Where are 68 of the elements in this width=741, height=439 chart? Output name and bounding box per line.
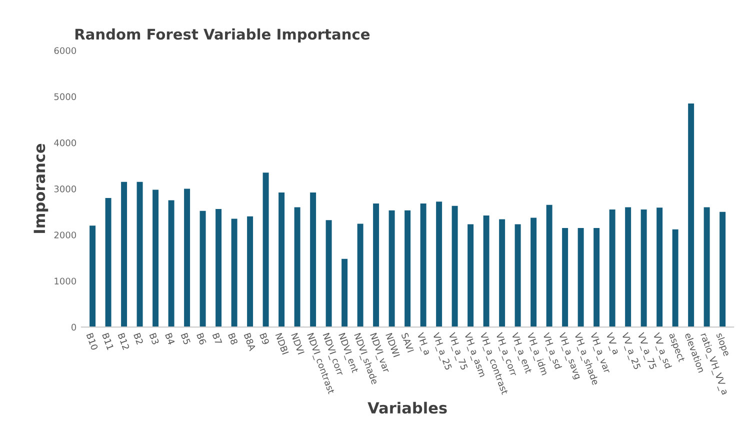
bar (184, 188, 190, 328)
bar (640, 210, 647, 328)
bar (530, 218, 537, 328)
bar (168, 200, 174, 328)
bar (609, 210, 616, 328)
bar (278, 192, 285, 328)
bar (546, 204, 552, 328)
bar (294, 207, 300, 328)
bar (404, 210, 411, 328)
bar (90, 226, 96, 328)
x-tick-label: B12 (118, 332, 130, 350)
bar (310, 192, 316, 328)
bar (420, 204, 426, 328)
x-tick-label: NDBI (275, 332, 289, 355)
bar (231, 218, 238, 328)
bar (136, 182, 143, 328)
x-tick-label: B8 (228, 332, 238, 345)
bar (262, 172, 269, 328)
y-axis-title: Imporance (34, 144, 48, 233)
y-tick-label: 5000 (54, 93, 76, 100)
bar (388, 210, 395, 328)
x-tick-label: B8A (244, 332, 256, 352)
chart-title: Random Forest Variable Importance (75, 28, 370, 43)
bar (452, 206, 458, 328)
bar (342, 258, 348, 328)
y-tick-label: 1000 (54, 278, 76, 285)
bar (672, 229, 678, 328)
x-tick-label: B11 (102, 332, 114, 350)
bar (357, 224, 364, 328)
bar (704, 207, 710, 328)
x-tick-label: VH_a (415, 332, 431, 356)
bar (688, 103, 694, 328)
bar (436, 202, 442, 328)
bar (152, 190, 159, 328)
bar (200, 210, 206, 328)
bar (105, 198, 112, 328)
x-tick-label: SAVI (401, 332, 414, 353)
x-tick-label: B6 (196, 332, 207, 345)
bar (326, 220, 332, 328)
y-tick-label: 3000 (54, 186, 76, 192)
bar (578, 228, 584, 328)
x-tick-label: NDVI (291, 332, 304, 354)
x-tick-label: VV_a (604, 332, 620, 356)
bar (514, 224, 521, 328)
x-tick-label: B7 (212, 332, 222, 345)
bar (625, 207, 632, 328)
bar (562, 228, 568, 328)
y-tick-label: 4000 (54, 139, 76, 146)
bar (373, 204, 380, 328)
bar (656, 208, 663, 328)
bar (247, 216, 254, 328)
bar (216, 209, 222, 328)
bar (483, 216, 490, 328)
y-tick-label: 2000 (54, 232, 76, 238)
y-tick-label: 6000 (54, 47, 76, 54)
x-tick-label: B3 (149, 332, 160, 345)
x-tick-label: B5 (180, 332, 191, 345)
bar (468, 224, 474, 328)
bar (121, 182, 128, 328)
x-tick-label: B10 (86, 332, 98, 350)
y-tick-label: 0 (72, 324, 76, 331)
x-tick-label: B4 (165, 332, 175, 346)
bar (594, 228, 600, 328)
x-tick-label: B2 (134, 332, 144, 345)
x-axis-title: Variables (368, 402, 447, 414)
x-tick-label: B9 (260, 332, 270, 345)
bar (720, 212, 726, 328)
bar (499, 219, 506, 328)
